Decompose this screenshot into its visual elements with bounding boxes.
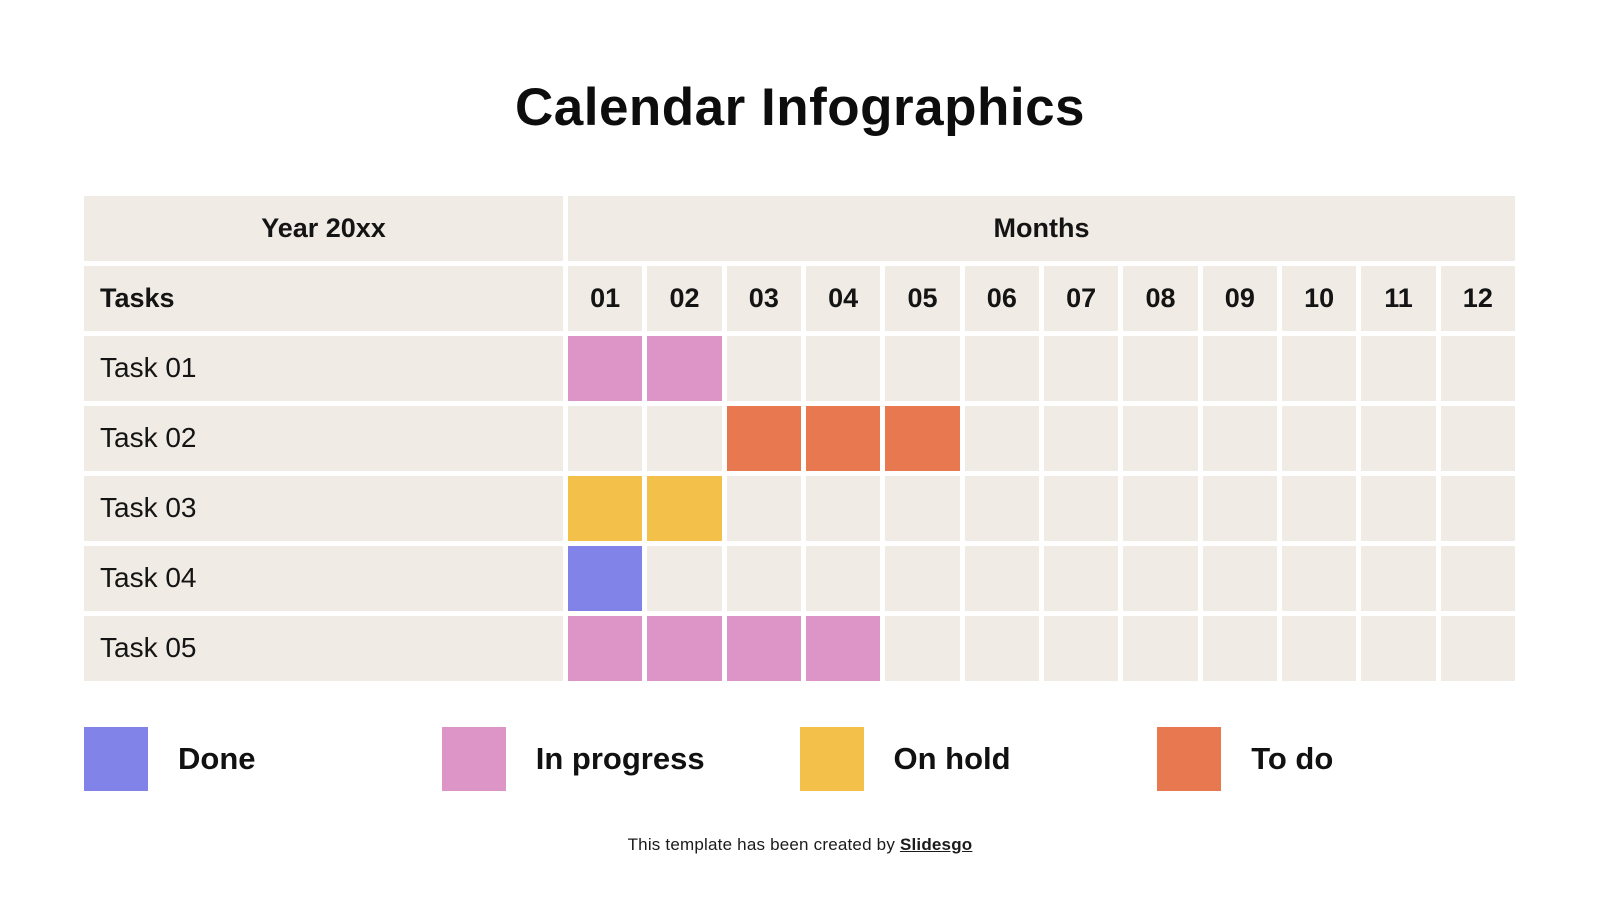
page-title: Calendar Infographics xyxy=(514,78,1086,137)
month-header-cell: 12 xyxy=(1440,265,1515,331)
empty-cell xyxy=(1440,615,1515,681)
empty-cell xyxy=(806,545,881,611)
empty-cell xyxy=(1202,335,1277,401)
month-header-cell: 09 xyxy=(1202,265,1277,331)
status-cell-in_progress xyxy=(568,335,643,401)
empty-cell xyxy=(885,615,960,681)
empty-cell xyxy=(1440,335,1515,401)
empty-cell xyxy=(568,405,643,471)
legend-label: To do xyxy=(1251,740,1334,776)
empty-cell xyxy=(1361,475,1436,541)
empty-cell xyxy=(1282,335,1357,401)
legend-label: On hold xyxy=(893,740,1011,776)
footer-text: This template has been created by xyxy=(627,834,900,854)
empty-cell xyxy=(1044,335,1119,401)
empty-cell xyxy=(1282,405,1357,471)
empty-cell xyxy=(1044,615,1119,681)
footer: This template has been created by Slides… xyxy=(0,835,1600,855)
empty-cell xyxy=(647,405,722,471)
status-cell-done xyxy=(568,545,643,611)
empty-cell xyxy=(964,615,1039,681)
task-label-cell: Task 01 xyxy=(84,335,563,401)
status-cell-on_hold xyxy=(647,475,722,541)
month-header-cell: 03 xyxy=(726,265,801,331)
empty-cell xyxy=(964,475,1039,541)
status-cell-in_progress xyxy=(568,615,643,681)
task-label-cell: Task 02 xyxy=(84,405,563,471)
legend-item-to_do: To do xyxy=(1157,726,1515,791)
empty-cell xyxy=(1202,615,1277,681)
months-header-cell: Months xyxy=(568,195,1515,261)
month-header-cell: 05 xyxy=(885,265,960,331)
status-cell-on_hold xyxy=(568,475,643,541)
footer-brand-link[interactable]: Slidesgo xyxy=(899,834,973,854)
empty-cell xyxy=(726,335,801,401)
empty-cell xyxy=(1361,335,1436,401)
empty-cell xyxy=(1202,405,1277,471)
empty-cell xyxy=(964,545,1039,611)
empty-cell xyxy=(1123,405,1198,471)
status-cell-in_progress xyxy=(647,335,722,401)
status-cell-in_progress xyxy=(806,615,881,681)
month-header-cell: 02 xyxy=(647,265,722,331)
month-header-cell: 07 xyxy=(1044,265,1119,331)
gantt-table: Year 20xx Months Tasks 01 02 03 04 05 06 07 08 0… xyxy=(84,195,1515,681)
legend-swatch-on_hold xyxy=(799,726,864,791)
status-cell-to_do xyxy=(885,405,960,471)
status-cell-in_progress xyxy=(647,615,722,681)
empty-cell xyxy=(885,545,960,611)
legend-label: In progress xyxy=(535,740,705,776)
empty-cell xyxy=(1361,545,1436,611)
month-header-cell: 01 xyxy=(568,265,643,331)
task-label-cell: Task 05 xyxy=(84,615,563,681)
empty-cell xyxy=(1123,475,1198,541)
month-header-cell: 06 xyxy=(964,265,1039,331)
status-cell-to_do xyxy=(806,405,881,471)
empty-cell xyxy=(1123,615,1198,681)
legend: Done In progress On hold To do xyxy=(84,726,1515,791)
status-cell-in_progress xyxy=(726,615,801,681)
empty-cell xyxy=(1361,615,1436,681)
legend-swatch-done xyxy=(84,726,148,791)
empty-cell xyxy=(1202,475,1277,541)
empty-cell xyxy=(806,335,881,401)
empty-cell xyxy=(1282,615,1357,681)
empty-cell xyxy=(726,545,801,611)
empty-cell xyxy=(1282,545,1357,611)
empty-cell xyxy=(806,475,881,541)
legend-item-on_hold: On hold xyxy=(799,726,1158,791)
empty-cell xyxy=(1440,405,1515,471)
month-header-cell: 11 xyxy=(1361,265,1436,331)
legend-label: Done xyxy=(178,740,256,776)
empty-cell xyxy=(1361,405,1436,471)
month-header-cell: 10 xyxy=(1282,265,1357,331)
empty-cell xyxy=(1123,335,1198,401)
empty-cell xyxy=(1044,405,1119,471)
task-label-cell: Task 03 xyxy=(84,475,563,541)
slide: Calendar Infographics Year 20xx Months T… xyxy=(0,78,1600,900)
month-header-cell: 04 xyxy=(806,265,881,331)
empty-cell xyxy=(885,475,960,541)
empty-cell xyxy=(885,335,960,401)
empty-cell xyxy=(1044,545,1119,611)
empty-cell xyxy=(964,405,1039,471)
legend-swatch-to_do xyxy=(1157,726,1222,791)
legend-item-in_progress: In progress xyxy=(441,726,800,791)
empty-cell xyxy=(1202,545,1277,611)
status-cell-to_do xyxy=(726,405,801,471)
empty-cell xyxy=(1044,475,1119,541)
empty-cell xyxy=(1440,475,1515,541)
empty-cell xyxy=(964,335,1039,401)
tasks-header-cell: Tasks xyxy=(84,265,563,331)
legend-swatch-in_progress xyxy=(441,726,506,791)
month-header-cell: 08 xyxy=(1123,265,1198,331)
empty-cell xyxy=(1123,545,1198,611)
empty-cell xyxy=(1440,545,1515,611)
empty-cell xyxy=(647,545,722,611)
empty-cell xyxy=(1282,475,1357,541)
year-header-cell: Year 20xx xyxy=(84,195,563,261)
empty-cell xyxy=(726,475,801,541)
legend-item-done: Done xyxy=(84,726,442,791)
task-label-cell: Task 04 xyxy=(84,545,563,611)
